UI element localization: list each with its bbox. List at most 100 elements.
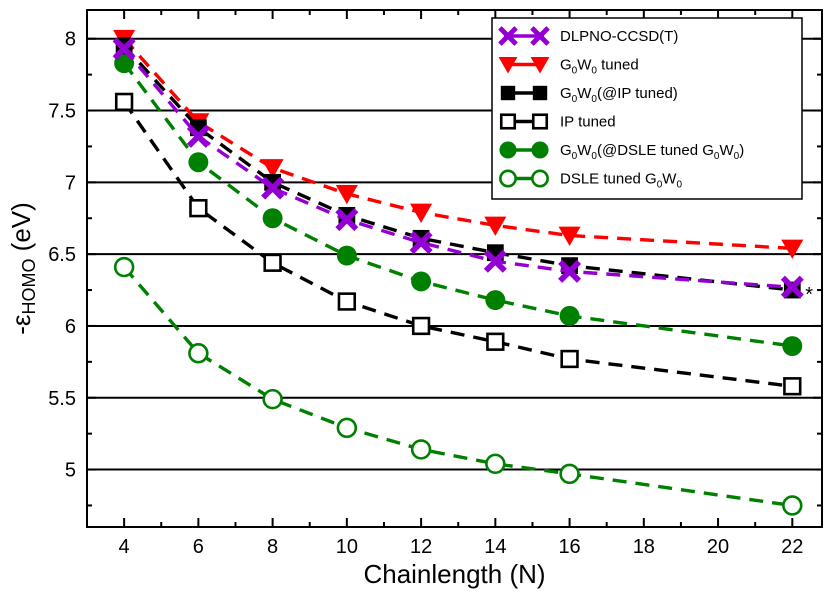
legend-marker [498, 56, 518, 74]
legend-box [491, 17, 803, 200]
data-point [114, 92, 134, 112]
x-tick-label: 12 [410, 536, 432, 558]
series-g0w0-dsle-tuned-g0w0 [114, 53, 803, 357]
legend-item: G0W0 tuned [498, 56, 639, 77]
series-line [122, 265, 793, 508]
series-line [122, 47, 793, 289]
data-point [558, 259, 582, 283]
x-tick-label: 18 [633, 536, 655, 558]
annotations: * [805, 284, 813, 306]
data-point [411, 271, 432, 292]
data-point [336, 417, 358, 439]
data-point [113, 256, 135, 278]
legend-item: DSLE tuned G0W0 [499, 169, 682, 191]
data-point [559, 463, 580, 485]
data-point [781, 239, 804, 259]
y-axis-title: -εHOMO (eV) [6, 202, 39, 335]
legend-item: IP tuned [499, 113, 616, 131]
data-point [335, 185, 358, 205]
x-tick-label: 22 [781, 536, 803, 558]
x-tick-label: 8 [267, 536, 278, 558]
series-dlpno-ccsd-t [112, 37, 804, 299]
plot-series [112, 29, 804, 516]
x-tick-label: 14 [484, 536, 506, 558]
data-point [188, 152, 209, 173]
data-point [412, 229, 430, 247]
legend-marker [532, 85, 548, 101]
data-point [411, 316, 431, 336]
data-point [782, 336, 803, 357]
data-point [112, 37, 136, 61]
y-tick-label: 6.5 [48, 244, 76, 266]
series-line [122, 37, 793, 251]
series-line [122, 100, 793, 388]
data-point [261, 159, 284, 179]
x-tick-label: 16 [558, 536, 580, 558]
data-point [486, 332, 505, 351]
legend-marker [499, 169, 517, 188]
series-ip-tuned [114, 92, 802, 396]
legend-marker [500, 85, 516, 101]
legend-marker [499, 141, 517, 159]
legend-marker [531, 113, 549, 130]
x-tick-label: 10 [336, 536, 358, 558]
legend-marker [530, 26, 550, 46]
axis-titles: Chainlength (N) -εHOMO (eV) [6, 202, 546, 589]
y-tick-label: 7.5 [48, 101, 76, 123]
data-point [484, 216, 507, 236]
legend-label: G0W0(@DSLE tuned G0W0) [560, 142, 744, 162]
legend-item: G0W0(@IP tuned) [500, 85, 678, 105]
legend-marker [531, 141, 549, 159]
legend-marker [498, 26, 518, 46]
legend[interactable]: DLPNO-CCSD(T) G0W0 tuned G0W0(@IP tuned) IP… [491, 17, 803, 200]
data-point [409, 231, 433, 255]
axis-ticks: 5 5.5 6 6.5 7 7.5 8 4 6 8 10 12 14 16 18 20 22 [48, 10, 822, 558]
y-tick-label: 6 [65, 316, 76, 338]
data-point [483, 249, 507, 273]
data-point [261, 176, 285, 200]
legend-item: G0W0(@DSLE tuned G0W0) [499, 141, 744, 162]
legend-item: DLPNO-CCSD(T) [498, 26, 678, 46]
data-point [558, 226, 581, 246]
series-g0w0-tuned [113, 29, 804, 259]
data-point [780, 275, 804, 299]
series-line [122, 44, 793, 292]
data-point [188, 343, 209, 364]
y-tick-label: 8 [65, 29, 76, 51]
data-point [560, 349, 579, 369]
data-point [782, 495, 803, 516]
x-tick-label: 6 [193, 536, 204, 558]
grid-lines [87, 37, 822, 471]
legend-label: DLPNO-CCSD(T) [560, 28, 678, 45]
data-point [337, 292, 357, 311]
legend-marker [530, 56, 550, 74]
data-point [114, 53, 135, 74]
data-point [410, 439, 432, 460]
data-point [485, 290, 506, 311]
y-tick-label: 7 [65, 172, 76, 194]
data-point [189, 199, 208, 218]
data-point [410, 203, 433, 223]
y-tick-label: 5.5 [48, 388, 76, 410]
legend-label: IP tuned [560, 114, 616, 131]
series-dsle-tuned-g0w0 [113, 256, 803, 516]
data-point [263, 253, 282, 272]
y-tick-label: 5 [65, 460, 76, 482]
plot-frame [86, 9, 823, 528]
legend-label: G0W0(@IP tuned) [560, 85, 678, 105]
series-line [122, 62, 793, 348]
legend-marker [499, 113, 517, 130]
x-axis-title: Chainlength (N) [363, 559, 545, 589]
legend-marker [531, 169, 549, 188]
data-point [262, 388, 283, 410]
data-point [335, 208, 359, 232]
data-point [186, 124, 210, 148]
x-tick-label: 20 [707, 536, 729, 558]
data-point [485, 453, 506, 475]
data-point [559, 305, 580, 326]
data-point [262, 208, 283, 229]
data-point [336, 245, 357, 266]
legend-label: DSLE tuned G0W0 [560, 171, 682, 191]
x-tick-label: 4 [119, 536, 130, 558]
